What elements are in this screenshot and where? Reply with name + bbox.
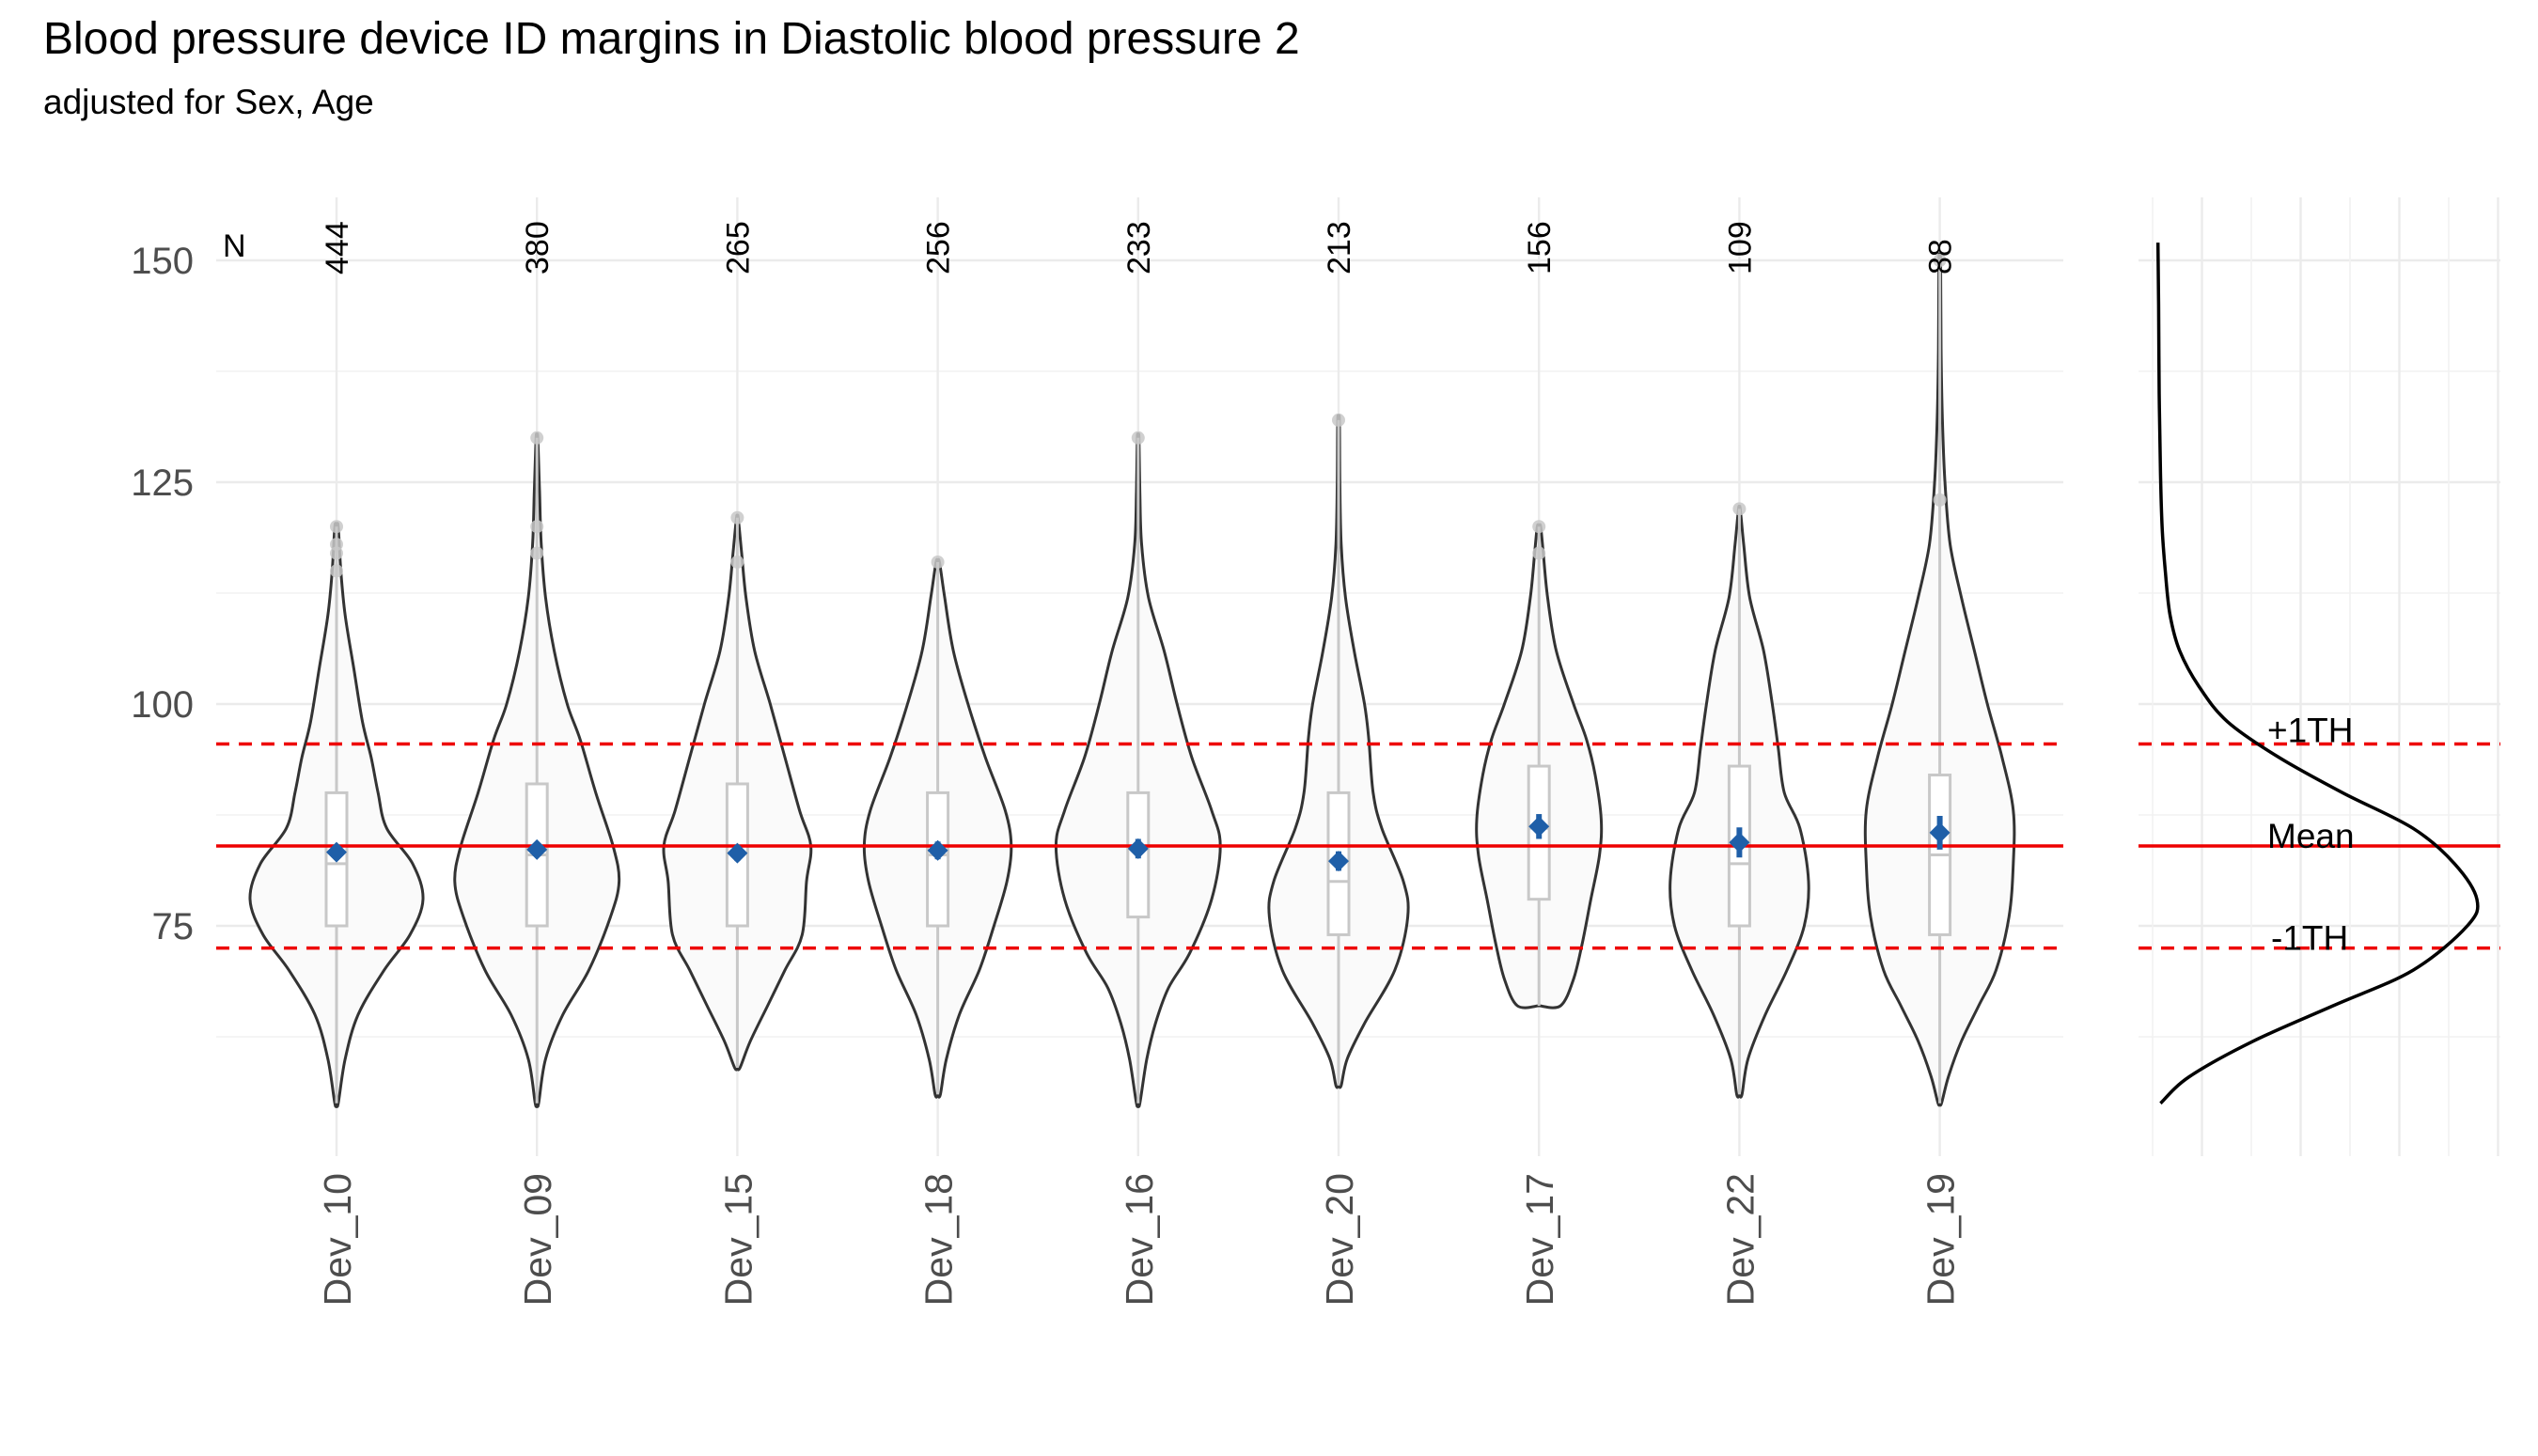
n-count-label: 256 [921,221,957,274]
n-count-label: 233 [1121,221,1157,274]
outlier-point [730,510,744,524]
margin-point [1929,822,1950,843]
x-tick-label: Dev_22 [1718,1173,1762,1306]
x-tick-label: Dev_20 [1318,1173,1361,1306]
x-tick-label: Dev_15 [716,1173,760,1306]
outlier-point [330,520,343,534]
plus-1th-label: +1TH [2267,711,2354,749]
outlier-point [530,520,544,534]
y-tick-label: 75 [152,906,195,947]
n-header: N [223,228,246,264]
outlier-point [1532,546,1546,560]
outlier-point [1933,493,1947,507]
n-count-label: 109 [1722,221,1758,274]
x-tick-label: Dev_18 [917,1173,961,1306]
outlier-point [1933,254,1947,267]
outlier-point [1732,502,1747,516]
outlier-point [330,564,343,578]
margin-point [1328,851,1349,872]
y-tick-label: 125 [131,462,194,504]
margin-point [1729,832,1750,853]
margin-point [927,839,948,861]
outlier-point [530,546,544,560]
n-count-label: 213 [1322,221,1357,274]
violins [248,252,2016,1108]
outlier-point [530,431,544,445]
margin-point [526,838,548,860]
x-tick-label: Dev_16 [1118,1173,1161,1306]
x-tick-label: Dev_19 [1919,1173,1963,1306]
outlier-point [931,555,945,569]
mean-label: Mean [2267,817,2355,855]
minus-1th-label: -1TH [2271,919,2348,958]
x-tick-label: Dev_10 [316,1173,359,1306]
outlier-point [1131,431,1145,445]
overall-density-panel: +1TH Mean -1TH [2155,243,2480,1105]
x-tick-label: Dev_17 [1518,1173,1561,1306]
n-count-label: 380 [520,221,556,274]
outlier-point [1532,520,1546,534]
n-count-label: 265 [720,221,756,274]
margin-point [326,841,347,863]
margin-point [1528,816,1550,838]
y-tick-label: 150 [131,241,194,282]
overall-density-curve [2155,243,2480,1105]
margin-point [1127,838,1149,859]
margin-point [727,842,748,864]
chart-subtitle: adjusted for Sex, Age [43,83,374,121]
outlier-point [1332,413,1345,427]
outlier-point [330,538,343,552]
margin-points [326,814,1950,872]
axes: 75 100 125 150 N 444 Dev_10 380 Dev_09 265 Dev_15 2… [131,221,1962,1306]
y-tick-label: 100 [131,684,194,726]
outlier-point [730,555,744,569]
n-count-label: 156 [1522,221,1558,274]
x-tick-label: Dev_09 [516,1173,559,1306]
n-count-label: 88 [1923,239,1959,274]
n-count-label: 444 [320,221,355,274]
chart-title: Blood pressure device ID margins in Dias… [43,14,1300,64]
